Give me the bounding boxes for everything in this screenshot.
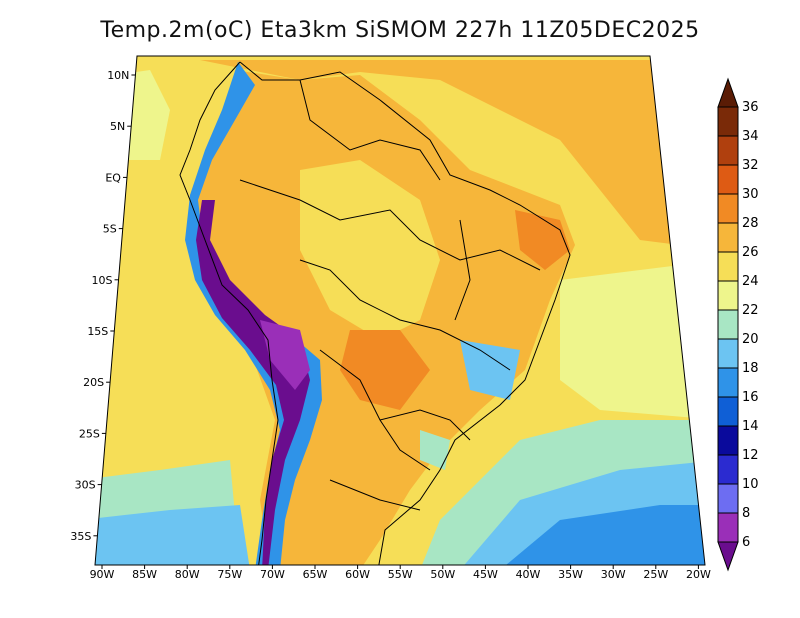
border-central	[299, 259, 511, 371]
chaco-hot	[340, 330, 430, 410]
temperature-field	[95, 56, 705, 565]
map-frame	[94, 55, 706, 566]
southeast-highlands	[460, 340, 520, 400]
lon-tick-label: 20W	[686, 568, 711, 581]
lon-tick-label: 30W	[601, 568, 626, 581]
colorbar-segment	[717, 338, 739, 369]
ocean-colder-south	[500, 505, 705, 565]
lat-tick-label: 15S	[87, 325, 108, 338]
colorbar-label: 18	[742, 361, 759, 376]
lat-tick-label: 10S	[92, 274, 113, 287]
colorbar-label: 24	[742, 274, 759, 289]
colorbar-label: 8	[742, 506, 750, 521]
east-coastline	[239, 61, 571, 565]
lat-tick-label: 30S	[75, 479, 96, 492]
colorbar-label: 34	[742, 129, 759, 144]
colorbar-segment	[717, 512, 739, 543]
northeast-hot	[515, 210, 570, 270]
colorbar-segment	[717, 251, 739, 282]
colorbar-max-arrow	[717, 77, 739, 108]
colorbar-label: 6	[742, 535, 750, 550]
colorbar-segment	[717, 280, 739, 311]
lon-tick-label: 55W	[388, 568, 413, 581]
lat-tick-label: 25S	[79, 427, 100, 440]
lon-tick-label: 25W	[643, 568, 668, 581]
latitude-axis: 10N 5N EQ 5S 10S 15S 20S 25S 30S 35S	[70, 69, 136, 543]
colorbar-label: 22	[742, 303, 759, 318]
lat-tick-label: 10N	[107, 69, 129, 82]
colorbar-segment	[717, 483, 739, 514]
colorbar-label: 30	[742, 187, 759, 202]
colorbar: 36 34 32 30 28 26 24 22 20 18 16 14 12 10 8 6	[717, 77, 759, 572]
lat-tick-label: 35S	[70, 530, 91, 543]
lon-tick-label: 75W	[217, 568, 242, 581]
border-uruguay	[329, 479, 421, 511]
colorbar-segment	[717, 222, 739, 253]
colorbar-label: 28	[742, 216, 759, 231]
colorbar-label: 36	[742, 100, 759, 115]
colorbar-segment	[717, 396, 739, 427]
colorbar-segment	[717, 367, 739, 398]
colorbar-label: 32	[742, 158, 759, 173]
lat-tick-label: 20S	[83, 376, 104, 389]
lat-tick-label: EQ	[105, 171, 121, 184]
longitude-axis: 90W 85W 80W 75W 70W 65W 60W 55W 50W 45W 40W 35W 30W 2…	[90, 565, 711, 581]
colorbar-label: 14	[742, 419, 759, 434]
border-parana	[379, 409, 471, 441]
lon-tick-label: 80W	[175, 568, 200, 581]
lon-tick-label: 40W	[516, 568, 541, 581]
lon-tick-label: 90W	[90, 568, 115, 581]
colorbar-segment	[717, 106, 739, 137]
map-title: Temp.2m(oC) Eta3km SiSMOM 227h 11Z05DEC2…	[100, 18, 700, 43]
colorbar-label: 10	[742, 477, 759, 492]
colorbar-segment	[717, 309, 739, 340]
pacific-cool-north	[95, 70, 170, 160]
lon-tick-label: 60W	[345, 568, 370, 581]
colorbar-label: 16	[742, 390, 759, 405]
lon-tick-label: 70W	[260, 568, 285, 581]
lat-tick-label: 5S	[103, 223, 117, 236]
lat-tick-label: 5N	[110, 120, 125, 133]
lon-tick-label: 85W	[132, 568, 157, 581]
altiplano	[260, 320, 310, 390]
boundaries	[179, 61, 571, 565]
west-coastline	[179, 61, 279, 565]
andes-coldest	[196, 200, 310, 565]
amazon-mild	[300, 160, 440, 340]
colorbar-segment	[717, 164, 739, 195]
lon-tick-label: 45W	[473, 568, 498, 581]
colorbar-label: 12	[742, 448, 759, 463]
colorbar-segment	[717, 135, 739, 166]
south-highlands	[420, 430, 450, 470]
border-bahia	[454, 219, 471, 321]
colorbar-segment	[717, 425, 739, 456]
ocean-warm-north	[95, 60, 705, 250]
border-middle	[239, 179, 541, 271]
border-north	[299, 79, 441, 181]
lon-tick-label: 35W	[558, 568, 583, 581]
lon-tick-label: 65W	[303, 568, 328, 581]
lon-tick-label: 50W	[430, 568, 455, 581]
colorbar-segment	[717, 193, 739, 224]
ocean-band-atlantic	[560, 260, 705, 420]
pacific-colder-south	[95, 505, 250, 565]
colorbar-label: 26	[742, 245, 759, 260]
colorbar-min-arrow	[717, 541, 739, 572]
colorbar-segment	[717, 454, 739, 485]
colorbar-label: 20	[742, 332, 759, 347]
